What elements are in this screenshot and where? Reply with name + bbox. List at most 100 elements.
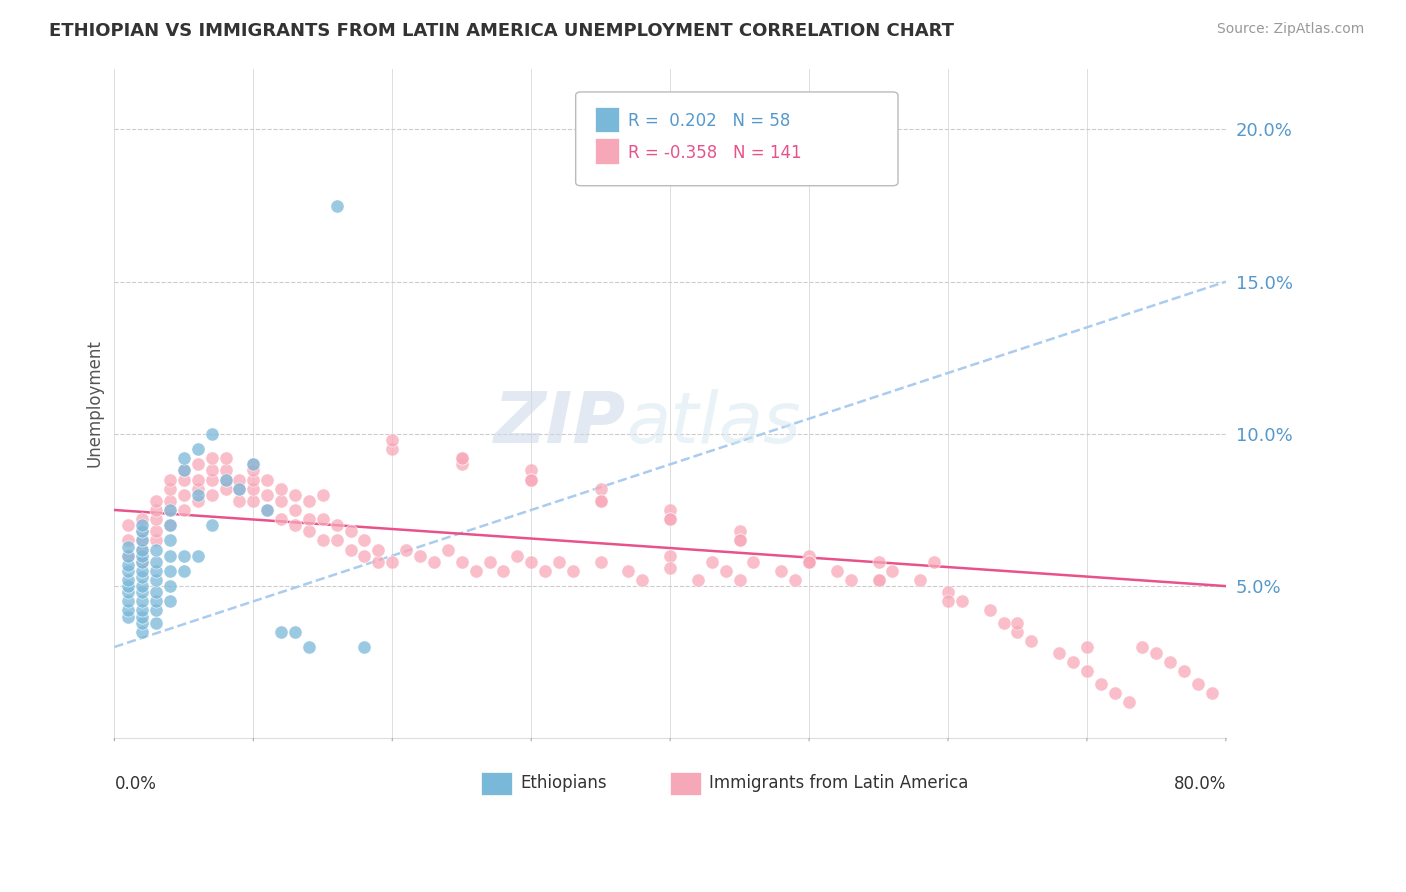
Text: R =  0.202   N = 58: R = 0.202 N = 58: [628, 112, 790, 130]
Point: [520, 555, 543, 569]
Point: [797, 555, 820, 569]
Point: [159, 518, 181, 533]
Point: [117, 558, 139, 572]
Point: [450, 555, 472, 569]
Point: [145, 615, 167, 630]
Point: [145, 493, 167, 508]
Point: [868, 573, 890, 587]
Bar: [671, 772, 702, 796]
Point: [256, 473, 278, 487]
Point: [381, 442, 404, 456]
Point: [131, 564, 153, 578]
Point: [173, 564, 195, 578]
Point: [797, 549, 820, 563]
Point: [686, 573, 709, 587]
Point: [520, 473, 543, 487]
Bar: [595, 107, 619, 132]
Point: [548, 555, 571, 569]
Point: [187, 473, 209, 487]
Point: [993, 615, 1015, 630]
Point: [131, 524, 153, 539]
Point: [770, 564, 793, 578]
Point: [478, 555, 501, 569]
Point: [1047, 646, 1070, 660]
Point: [1007, 624, 1029, 639]
Point: [242, 482, 264, 496]
Point: [201, 451, 224, 466]
Point: [353, 549, 375, 563]
Point: [187, 458, 209, 472]
Point: [1021, 634, 1043, 648]
Point: [145, 555, 167, 569]
Point: [173, 451, 195, 466]
Point: [159, 549, 181, 563]
Point: [159, 518, 181, 533]
Point: [131, 609, 153, 624]
Point: [117, 585, 139, 599]
Point: [187, 442, 209, 456]
Point: [1007, 615, 1029, 630]
Point: [1159, 655, 1181, 669]
Point: [617, 564, 640, 578]
Point: [298, 512, 321, 526]
Point: [589, 493, 612, 508]
Point: [159, 564, 181, 578]
Point: [325, 198, 347, 212]
Point: [1090, 676, 1112, 690]
Text: R = -0.358   N = 141: R = -0.358 N = 141: [628, 144, 801, 161]
Point: [270, 624, 292, 639]
Point: [298, 524, 321, 539]
Point: [825, 564, 848, 578]
Point: [922, 555, 945, 569]
Point: [145, 503, 167, 517]
Point: [117, 579, 139, 593]
Point: [117, 533, 139, 548]
Point: [173, 549, 195, 563]
Point: [159, 533, 181, 548]
Point: [868, 573, 890, 587]
Point: [1132, 640, 1154, 654]
Point: [298, 640, 321, 654]
Point: [1118, 695, 1140, 709]
Point: [659, 561, 682, 575]
Point: [145, 573, 167, 587]
Point: [117, 549, 139, 563]
Point: [228, 482, 250, 496]
Point: [589, 493, 612, 508]
Point: [131, 585, 153, 599]
Point: [423, 555, 446, 569]
Text: atlas: atlas: [626, 389, 800, 458]
Text: 80.0%: 80.0%: [1174, 775, 1226, 793]
Point: [242, 473, 264, 487]
Point: [284, 518, 307, 533]
Point: [979, 603, 1001, 617]
Text: Immigrants from Latin America: Immigrants from Latin America: [709, 774, 969, 792]
Bar: [481, 772, 512, 796]
Point: [201, 518, 224, 533]
Point: [659, 512, 682, 526]
Point: [325, 518, 347, 533]
Point: [187, 488, 209, 502]
Point: [131, 542, 153, 557]
Point: [117, 609, 139, 624]
Point: [159, 579, 181, 593]
Point: [228, 473, 250, 487]
Point: [312, 512, 335, 526]
Point: [1104, 686, 1126, 700]
Point: [145, 603, 167, 617]
Point: [173, 503, 195, 517]
Point: [714, 564, 737, 578]
Point: [173, 488, 195, 502]
Point: [242, 458, 264, 472]
Point: [839, 573, 862, 587]
Point: [367, 555, 389, 569]
Point: [187, 493, 209, 508]
Point: [700, 555, 723, 569]
Text: 0.0%: 0.0%: [114, 775, 156, 793]
Point: [270, 512, 292, 526]
Point: [201, 426, 224, 441]
Point: [659, 512, 682, 526]
Point: [131, 512, 153, 526]
Point: [131, 603, 153, 617]
Point: [173, 463, 195, 477]
